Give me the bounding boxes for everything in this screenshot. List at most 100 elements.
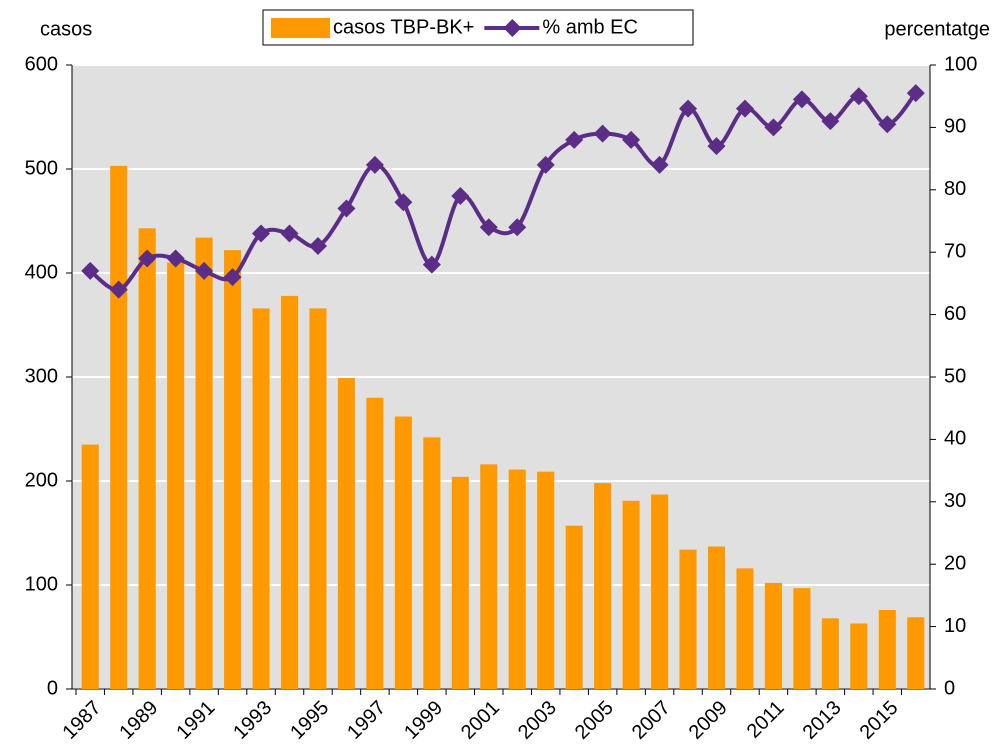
legend-swatch bbox=[271, 18, 330, 38]
marker bbox=[308, 236, 327, 255]
marker bbox=[707, 137, 726, 156]
marker bbox=[252, 224, 271, 243]
y2-tick-label: 70 bbox=[944, 240, 966, 262]
marker bbox=[451, 187, 470, 206]
x-tick-label: 2013 bbox=[799, 697, 846, 744]
bar bbox=[167, 262, 185, 689]
y-tick-label: 0 bbox=[47, 677, 58, 699]
legend-marker bbox=[503, 19, 522, 37]
x-tick-label: 2011 bbox=[743, 697, 789, 743]
x-tick-label: 1987 bbox=[58, 697, 105, 744]
marker bbox=[679, 99, 698, 118]
marker bbox=[81, 261, 100, 280]
bar bbox=[480, 464, 498, 689]
x-tick-label: 1993 bbox=[229, 697, 276, 744]
marker bbox=[821, 112, 840, 131]
bar bbox=[707, 546, 726, 689]
bar bbox=[594, 483, 612, 689]
x-tick-label: 1997 bbox=[343, 697, 390, 744]
x-tick-label: 2003 bbox=[514, 697, 561, 744]
marker bbox=[394, 193, 413, 212]
legend-label: % amb EC bbox=[542, 16, 638, 38]
bar bbox=[280, 295, 299, 689]
bar bbox=[565, 525, 583, 689]
x-tick-label: 2009 bbox=[685, 697, 732, 744]
legend-label: casos TBP-BK+ bbox=[333, 16, 474, 38]
bar bbox=[309, 308, 327, 689]
bar bbox=[423, 437, 441, 689]
x-tick-label: 1995 bbox=[286, 697, 333, 744]
y-tick-label: 300 bbox=[25, 365, 58, 387]
y-axis-label: casos bbox=[40, 18, 92, 40]
marker bbox=[422, 255, 441, 274]
y-tick-label: 100 bbox=[25, 573, 58, 595]
marker bbox=[280, 224, 299, 243]
marker bbox=[138, 249, 157, 268]
bar bbox=[224, 250, 242, 689]
marker bbox=[593, 124, 612, 143]
x-tick-label: 1999 bbox=[400, 697, 447, 744]
marker bbox=[650, 155, 669, 174]
y2-tick-label: 100 bbox=[944, 53, 977, 75]
marker bbox=[223, 268, 242, 287]
y2-tick-label: 30 bbox=[944, 490, 966, 512]
marker bbox=[878, 115, 897, 134]
marker bbox=[565, 130, 584, 149]
bar bbox=[337, 378, 355, 689]
y2-tick-label: 10 bbox=[944, 615, 966, 637]
marker bbox=[337, 199, 356, 218]
y2-tick-label: 20 bbox=[944, 552, 966, 574]
marker bbox=[735, 99, 754, 118]
bar bbox=[451, 476, 469, 689]
bar bbox=[764, 582, 782, 689]
bar bbox=[907, 617, 925, 689]
bar bbox=[651, 494, 669, 689]
marker bbox=[792, 90, 811, 109]
y2-tick-label: 0 bbox=[944, 677, 955, 699]
y2-tick-label: 80 bbox=[944, 178, 966, 200]
bar bbox=[252, 308, 270, 689]
marker bbox=[764, 118, 783, 137]
x-tick-label: 2015 bbox=[856, 697, 903, 744]
bar bbox=[537, 471, 555, 689]
bar bbox=[195, 237, 213, 689]
bar bbox=[736, 568, 754, 689]
y2-tick-label: 40 bbox=[944, 428, 966, 450]
y2-tick-label: 60 bbox=[944, 303, 966, 325]
y-tick-label: 200 bbox=[25, 469, 58, 491]
bar bbox=[366, 397, 384, 689]
bar bbox=[394, 416, 412, 689]
bar bbox=[850, 623, 868, 689]
marker bbox=[109, 280, 128, 299]
marker bbox=[166, 249, 185, 268]
y-tick-label: 400 bbox=[25, 261, 58, 283]
bar bbox=[138, 228, 156, 689]
x-tick-label: 1991 bbox=[172, 697, 219, 744]
bar bbox=[821, 618, 839, 689]
y2-tick-label: 50 bbox=[944, 365, 966, 387]
bar bbox=[508, 469, 526, 689]
marker bbox=[622, 130, 641, 149]
x-tick-label: 2005 bbox=[571, 697, 618, 744]
x-tick-label: 2007 bbox=[628, 697, 675, 744]
y2-axis-label: percentatge bbox=[884, 18, 990, 40]
marker bbox=[508, 218, 527, 237]
x-tick-label: 1989 bbox=[115, 697, 162, 744]
marker bbox=[195, 261, 214, 280]
bar bbox=[81, 444, 99, 689]
marker bbox=[849, 87, 868, 106]
x-tick-label: 2001 bbox=[457, 697, 504, 744]
bar bbox=[793, 588, 811, 689]
marker bbox=[536, 155, 555, 174]
marker bbox=[479, 218, 498, 237]
bar bbox=[878, 609, 896, 689]
marker bbox=[365, 155, 384, 174]
bar bbox=[110, 165, 128, 689]
y-tick-label: 500 bbox=[25, 157, 58, 179]
bar bbox=[679, 549, 697, 689]
legend-box bbox=[262, 9, 694, 46]
marker bbox=[906, 84, 925, 103]
bar bbox=[622, 500, 640, 689]
